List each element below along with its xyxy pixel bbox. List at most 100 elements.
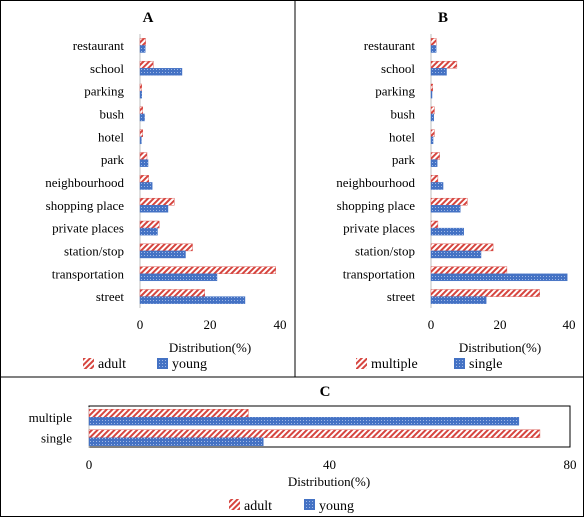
panel-b-legend-label-2: single [469,357,502,372]
panel-a-bar-adult-shopping-place [139,197,175,206]
panel-a-legend-swatch-2 [157,358,168,369]
panel-b-bar-single-parking [430,90,433,99]
panel-a-category-label: neighbourhood [45,175,124,190]
panel-a-bar-young-shopping-place [139,205,169,213]
panel-b: B restaurant school parking bush hotel park ne… [336,10,575,372]
panel-b-x-tick-label: 20 [494,317,507,332]
panel-b-category-label: parking [375,84,415,99]
panel-b-category-label: hotel [389,129,415,144]
panel-a-category-label: school [90,61,124,76]
panel-c-bar-adult-single [88,429,541,438]
panel-b-bar-single-transportation [430,273,568,282]
panel-b-bar-single-hotel [430,136,434,145]
panel-a-category-label: shopping place [46,198,125,213]
panel-b-legend-swatch-2 [454,358,465,369]
panel-a-bar-young-park [139,159,149,167]
panel-a-category-label: hotel [98,129,124,144]
panel-a-bar-young-station-stop [139,250,186,259]
panel-b-bar-multiple-park [430,152,440,160]
panel-b-category-label: private places [343,221,415,236]
panel-c-bar-young-multiple [88,417,520,426]
panel-c-x-tick-label: 40 [323,457,336,472]
panel-a-category-label: private places [52,221,124,236]
panel-a-category-label: street [96,289,125,304]
panel-a-bar-adult-station-stop [139,243,193,252]
panel-c-legend-label-2: young [319,499,354,514]
panel-a-bar-young-bush [139,113,145,122]
panel-b-category-label: street [387,289,416,304]
panel-a-category-label: restaurant [73,38,125,53]
panel-a-x-tick-label: 0 [137,317,144,332]
panel-c-x-tick-label: 80 [564,457,577,472]
panel-c-legend-swatch-1 [229,499,240,510]
panel-b-legend-swatch-1 [356,358,367,369]
panel-a-legend-swatch-1 [83,358,94,369]
panel-c-bar-young-single [88,437,264,446]
panel-a-plot: restaurant school parking bush hotel park neig… [45,34,287,332]
panel-b-bar-multiple-restaurant [430,38,437,46]
panel-b-x-tick-label: 0 [428,317,435,332]
panel-b-category-label: transportation [343,266,416,281]
panel-a-category-label: park [101,152,125,167]
panel-c-title: C [320,384,331,400]
panel-a-category-label: bush [99,106,124,121]
panel-b-category-label: station/stop [355,243,415,258]
panel-b-bar-multiple-transportation [430,266,508,274]
panel-a-bar-adult-bush [139,106,143,115]
panel-a-bar-young-street [139,296,246,304]
panel-a-category-label: transportation [52,266,125,281]
panel-a-bar-young-parking [139,90,142,99]
panel-b-bar-single-park [430,159,438,167]
panel-c-legend-label-1: adult [244,499,272,514]
panel-a-bar-adult-hotel [139,129,143,137]
panel-b-bar-multiple-hotel [430,129,435,137]
panel-c-category-label: multiple [29,410,73,425]
panel-b-category-label: park [392,152,416,167]
panel-b-title: B [438,10,448,26]
panel-b-bar-multiple-parking [430,83,433,92]
panel-a-category-label: station/stop [64,243,124,258]
panel-b-bar-multiple-neighbourhood [430,175,439,183]
panel-b-legend-label-1: multiple [371,357,418,372]
panel-b-bar-single-station-stop [430,250,482,259]
panel-c-plot: multiple single 0 40 80 [29,407,577,472]
panel-a-bar-adult-neighbourhood [139,175,149,183]
panel-a-bar-young-transportation [139,273,218,282]
panel-c-xlabel: Distribution(%) [288,474,370,489]
panel-a-legend-label-1: adult [98,357,126,372]
panel-b-bar-multiple-shopping-place [430,197,468,206]
panel-a-bar-adult-private-places [139,220,160,229]
panel-a-bar-adult-restaurant [139,38,146,46]
panel-b-category-label: restaurant [364,38,416,53]
panel-b-bar-single-bush [430,113,434,122]
panel-c-x-tick-label: 0 [86,457,93,472]
panel-a-x-tick-label: 40 [274,317,287,332]
panel-a-bar-adult-parking [139,83,142,92]
panel-c-category-label: single [41,430,72,445]
panel-c-legend: adult young [229,499,354,514]
panel-a-title: A [143,10,154,26]
panel-b-bar-single-school [430,68,447,76]
panel-a-bar-young-restaurant [139,45,146,53]
panel-a-category-label: parking [84,84,124,99]
panel-a-bar-adult-transportation [139,266,277,274]
panel-b-category-label: school [381,61,415,76]
panel-b-bar-multiple-street [430,289,540,297]
panel-a-bar-young-school [139,68,183,76]
panel-b-bar-single-shopping-place [430,205,461,213]
panel-a-bar-young-neighbourhood [139,182,153,190]
panel-a-bar-young-private-places [139,227,158,236]
panel-c-bar-adult-multiple [88,409,249,418]
panel-a-bar-adult-street [139,289,205,297]
panel-c-legend-swatch-2 [304,499,315,510]
panel-a-xlabel: Distribution(%) [169,340,251,355]
panel-b-bar-single-street [430,296,487,304]
panel-a-legend-label-2: young [172,357,207,372]
panel-a: A restaurant school parking bush hotel park ne… [45,10,286,372]
panel-b-bar-multiple-station-stop [430,243,494,252]
panel-b-bar-single-neighbourhood [430,182,444,190]
panel-b-plot: restaurant school parking bush hotel park neig… [336,34,576,332]
panel-b-x-tick-label: 40 [563,317,576,332]
